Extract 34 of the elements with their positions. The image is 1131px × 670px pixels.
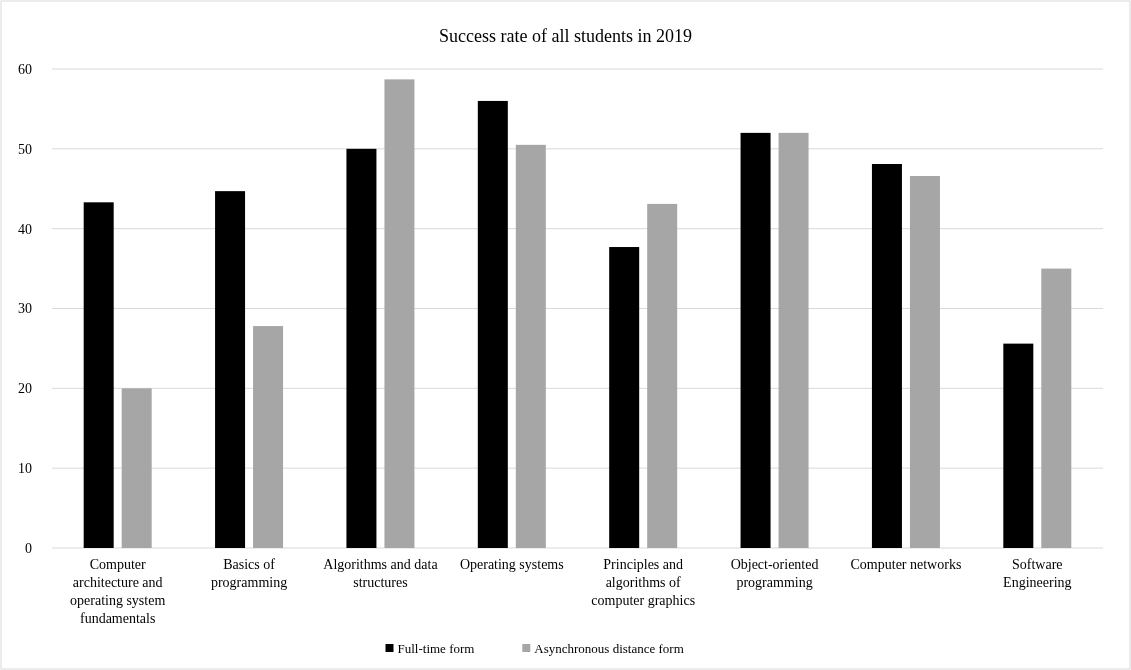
x-tick-label: Computer architecture and operating system fundamentals	[70, 557, 166, 626]
y-tick-label: 30	[18, 301, 32, 317]
legend-label: Full-time form	[397, 641, 475, 656]
x-tick-label: Basics of programming	[210, 557, 288, 590]
bar	[515, 144, 546, 548]
x-tick-label: Computer networks	[850, 557, 962, 572]
bar	[83, 202, 114, 548]
bar	[609, 247, 640, 548]
x-tick-label: Principles and algorithms of computer graphics	[591, 557, 696, 608]
y-tick-label: 50	[18, 141, 32, 157]
chart-title: Success rate of all students in 2019	[439, 26, 692, 46]
bar	[384, 79, 415, 548]
y-tick-label: 10	[18, 461, 32, 477]
bar	[871, 164, 902, 548]
bar	[778, 132, 809, 548]
y-tick-label: 20	[18, 381, 32, 397]
x-tick-label: Algorithms and data structures	[323, 557, 439, 590]
bar	[121, 388, 152, 548]
x-tick-label: Operating systems	[459, 557, 564, 572]
bar	[909, 175, 940, 548]
bar	[253, 326, 284, 548]
bar	[477, 100, 508, 548]
x-tick-label: Object-oriented programming	[730, 557, 819, 590]
legend-label: Asynchronous distance form	[534, 641, 684, 656]
bar	[1041, 268, 1072, 548]
bar	[647, 203, 678, 548]
y-tick-label: 60	[18, 61, 32, 77]
bar	[346, 148, 377, 548]
bar	[215, 191, 246, 548]
bar	[1003, 343, 1034, 548]
x-tick-label: Software Engineering	[1003, 557, 1072, 590]
y-tick-label: 0	[25, 540, 32, 556]
y-tick-label: 40	[18, 221, 32, 237]
bar	[740, 132, 771, 548]
